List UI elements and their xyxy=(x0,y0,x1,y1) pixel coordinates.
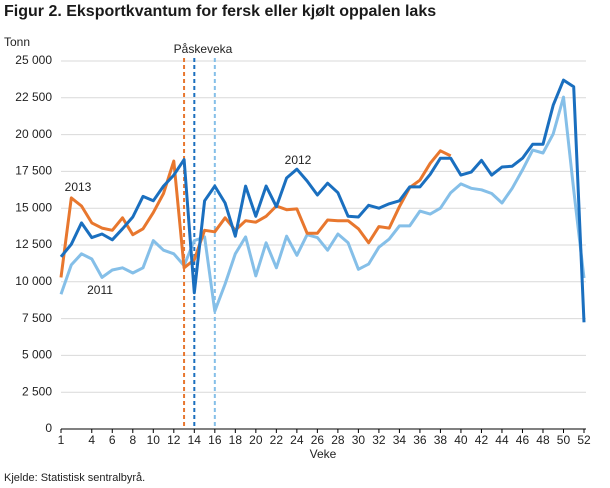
x-tick-label: 24 xyxy=(290,433,304,447)
y-tick-label: 5 000 xyxy=(22,348,52,362)
x-tick-label: 32 xyxy=(372,433,386,447)
x-tick-label: 4 xyxy=(88,433,95,447)
x-tick-label: 1 xyxy=(58,433,65,447)
x-tick-label: 44 xyxy=(495,433,509,447)
series-label: 2011 xyxy=(87,283,113,297)
y-tick-label: 15 000 xyxy=(15,200,52,214)
annotation: Påskeveka xyxy=(174,42,233,56)
x-tick-label: 40 xyxy=(454,433,468,447)
y-tick-label: 0 xyxy=(45,421,52,435)
x-tick-label: 18 xyxy=(229,433,243,447)
y-axis-label: Tonn xyxy=(4,35,30,49)
x-tick-label: 34 xyxy=(393,433,407,447)
x-tick-label: 38 xyxy=(434,433,448,447)
x-tick-label: 20 xyxy=(249,433,263,447)
x-tick-label: 6 xyxy=(109,433,116,447)
y-tick-label: 17 500 xyxy=(15,164,52,178)
x-tick-label: 50 xyxy=(557,433,571,447)
chart-title: Figur 2. Eksportkvantum for fersk eller … xyxy=(4,3,436,20)
series-line xyxy=(59,95,586,313)
y-tick-label: 22 500 xyxy=(15,90,52,104)
x-tick-label: 42 xyxy=(475,433,489,447)
y-tick-label: 25 000 xyxy=(15,53,52,67)
x-tick-label: 12 xyxy=(167,433,181,447)
y-tick-label: 7 500 xyxy=(22,311,52,325)
series-label: 2013 xyxy=(65,180,92,194)
x-tick-label: 26 xyxy=(311,433,325,447)
y-tick-label: 20 000 xyxy=(15,127,52,141)
y-tick-label: 2 500 xyxy=(22,384,52,398)
x-tick-label: 8 xyxy=(129,433,136,447)
x-tick-label: 30 xyxy=(352,433,366,447)
x-axis-label: Veke xyxy=(310,447,337,461)
x-tick-label: 16 xyxy=(208,433,222,447)
x-tick-label: 14 xyxy=(188,433,202,447)
x-tick-label: 46 xyxy=(516,433,530,447)
x-tick-label: 36 xyxy=(413,433,427,447)
x-tick-label: 52 xyxy=(577,433,591,447)
series-line xyxy=(59,78,586,323)
y-tick-label: 12 500 xyxy=(15,237,52,251)
x-tick-label: 22 xyxy=(270,433,284,447)
y-tick-label: 10 000 xyxy=(15,274,52,288)
series-label: 2012 xyxy=(285,153,312,167)
x-tick-label: 10 xyxy=(147,433,161,447)
x-tick-label: 28 xyxy=(331,433,345,447)
source: Kjelde: Statistisk sentralbyrå. xyxy=(4,472,145,484)
x-tick-label: 48 xyxy=(536,433,550,447)
